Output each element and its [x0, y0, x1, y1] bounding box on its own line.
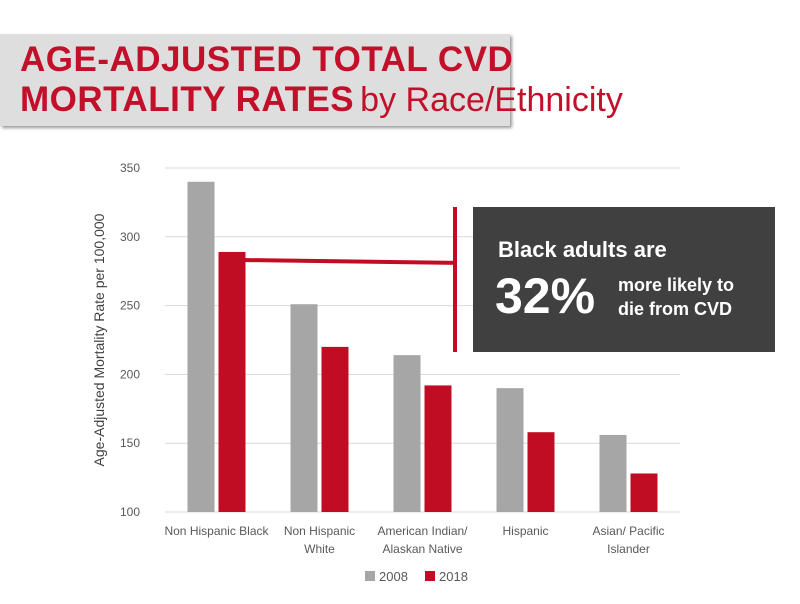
bar-2018	[527, 432, 555, 512]
bar-2008	[599, 434, 627, 512]
x-category-label: Non Hispanic	[284, 524, 355, 538]
bar-2018	[218, 251, 246, 512]
legend-label: 2018	[439, 569, 468, 584]
x-category-label: Non Hispanic Black	[164, 524, 269, 538]
legend-label: 2008	[379, 569, 408, 584]
x-category-label: American Indian/	[377, 524, 468, 538]
x-category-label: White	[304, 542, 335, 556]
x-category-label: Alaskan Native	[382, 542, 462, 556]
bar-2008	[290, 304, 318, 512]
bar-2018	[630, 473, 658, 512]
bar-2018	[321, 346, 349, 512]
y-tick-label: 150	[120, 436, 140, 450]
legend-swatch-2008	[365, 571, 375, 581]
bar-2008	[187, 181, 215, 512]
y-tick-label: 350	[120, 161, 140, 175]
y-tick-label: 200	[120, 367, 140, 381]
title-line-2-bold: MORTALITY RATES	[20, 80, 355, 119]
callout-line-2: more likely to	[618, 275, 735, 295]
x-category-label: Asian/ Pacific	[592, 524, 664, 538]
title-subtitle: by Race/Ethnicity	[360, 81, 623, 119]
y-tick-label: 100	[120, 505, 140, 519]
callout-text: more likely to die from CVD	[618, 273, 734, 321]
y-axis-label: Age-Adjusted Mortality Rate per 100,000	[91, 213, 107, 466]
callout-line-3: die from CVD	[618, 299, 733, 319]
y-tick-label: 250	[120, 299, 140, 313]
title-banner: AGE-ADJUSTED TOTAL CVD MORTALITY RATES by…	[0, 34, 623, 126]
bar-2008	[496, 388, 524, 512]
callout-line-1: Black adults are	[498, 237, 667, 262]
callout-percent: 32%	[495, 268, 596, 324]
bar-2018	[424, 385, 452, 512]
callout-box: Black adults are 32% more likely to die f…	[473, 207, 775, 352]
bar-2008	[393, 355, 421, 512]
title-line-1: AGE-ADJUSTED TOTAL CVD	[20, 40, 514, 79]
title-line-2: MORTALITY RATES by Race/Ethnicity	[20, 80, 623, 120]
x-category-label: Islander	[607, 542, 650, 556]
y-tick-label: 300	[120, 230, 140, 244]
x-category-label: Hispanic	[502, 524, 548, 538]
legend-swatch-2018	[425, 571, 435, 581]
annotation-line	[235, 257, 457, 265]
